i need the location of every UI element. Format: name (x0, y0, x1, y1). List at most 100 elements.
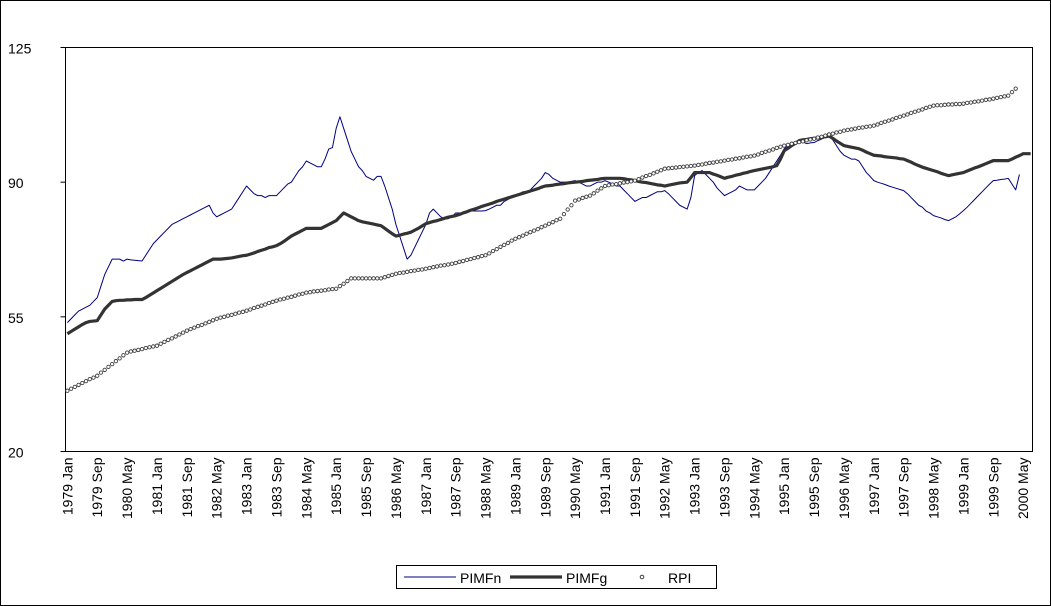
x-tick-label: 1979 Sep (89, 457, 105, 517)
rpi-point (184, 328, 189, 333)
rpi-point (561, 211, 567, 217)
rpi-point (102, 367, 107, 373)
rpi-point (446, 262, 451, 267)
rpi-point (856, 125, 862, 131)
rpi-point (307, 290, 313, 295)
rpi-point (752, 153, 757, 158)
rpi-point (281, 296, 287, 301)
rpi-point (778, 144, 783, 149)
rpi-point (91, 375, 96, 380)
rpi-point (823, 133, 828, 138)
rpi-point (218, 315, 223, 320)
y-tick-label: 125 (8, 41, 32, 57)
rpi-point (248, 307, 253, 312)
rpi-point (180, 330, 186, 335)
x-tick-label: 1997 Jan (866, 458, 882, 516)
rpi-point (464, 257, 470, 263)
rpi-point (770, 147, 776, 152)
x-tick-label: 1995 Sep (806, 457, 822, 517)
rpi-point (894, 115, 899, 121)
rpi-point (270, 299, 275, 304)
rpi-point (860, 125, 865, 130)
rpi-point (714, 159, 720, 164)
rpi-point (543, 223, 548, 228)
rpi-point (871, 123, 876, 128)
rpi-point (546, 221, 552, 226)
rpi-point (199, 322, 204, 328)
x-tick-label: 1999 Sep (985, 457, 1001, 517)
rpi-point (886, 118, 891, 123)
rpi-point (931, 103, 936, 108)
x-tick-label: 1981 Sep (179, 457, 195, 517)
x-tick-label: 1994 May (746, 458, 762, 519)
rpi-point (901, 113, 906, 118)
rpi-point (726, 157, 731, 163)
rpi-point (229, 312, 234, 318)
rpi-point (322, 288, 328, 293)
rpi-point (793, 140, 798, 146)
rpi-point (696, 162, 701, 168)
rpi-point (341, 281, 346, 286)
rpi-point (453, 260, 458, 266)
rpi-point (524, 231, 529, 236)
rpi-point (662, 166, 667, 171)
rpi-point (838, 129, 843, 134)
rpi-point (106, 364, 111, 370)
rpi-point (614, 181, 619, 187)
rpi-point (337, 283, 343, 289)
x-tick-label: 1981 Jan (149, 458, 165, 516)
rpi-point (767, 148, 772, 153)
rpi-point (711, 160, 716, 165)
rpi-point (76, 382, 81, 388)
rpi-point (987, 97, 992, 102)
legend-symbol (639, 574, 645, 580)
rpi-point (655, 169, 660, 174)
rpi-point (434, 264, 440, 269)
rpi-point (782, 143, 787, 148)
x-tick-label: 1989 Jan (507, 458, 523, 516)
rpi-point (658, 168, 664, 173)
rpi-point (707, 160, 712, 166)
rpi-point (1006, 93, 1011, 98)
rpi-point (729, 157, 735, 162)
x-tick-label: 1993 Jan (687, 458, 703, 516)
rpi-point (505, 240, 511, 246)
rpi-point (636, 176, 641, 182)
rpi-point (345, 278, 350, 284)
rpi-point (681, 164, 686, 169)
rpi-point (188, 326, 193, 332)
y-tick-label: 20 (8, 445, 24, 461)
rpi-point (419, 267, 425, 272)
rpi-point (139, 347, 145, 352)
rpi-point (494, 246, 499, 252)
x-tick-label: 1990 May (567, 458, 583, 519)
rpi-point (733, 156, 738, 161)
x-tick-label: 1985 Sep (358, 457, 374, 517)
rpi-point (334, 286, 339, 291)
rpi-point (460, 258, 466, 264)
rpi-point (438, 263, 443, 268)
rpi-point (909, 110, 914, 116)
rpi-point (722, 158, 727, 163)
rpi-point (210, 318, 216, 323)
rpi-point (244, 308, 249, 313)
rpi-point (983, 97, 988, 102)
rpi-point (124, 350, 130, 355)
rpi-point (225, 313, 231, 318)
rpi-point (804, 138, 809, 143)
rpi-point (785, 142, 791, 147)
rpi-point (595, 188, 600, 193)
x-tick-label: 2000 May (1015, 458, 1031, 519)
rpi-point (390, 272, 395, 278)
rpi-point (285, 295, 290, 300)
rpi-point (375, 276, 380, 281)
rpi-point (326, 287, 331, 292)
rpi-point (475, 255, 481, 260)
rpi-point (487, 251, 492, 256)
rpi-point (550, 220, 555, 225)
rpi-point (251, 305, 257, 311)
series-line (67, 116, 1020, 323)
rpi-point (502, 242, 507, 248)
rpi-point (965, 100, 970, 106)
